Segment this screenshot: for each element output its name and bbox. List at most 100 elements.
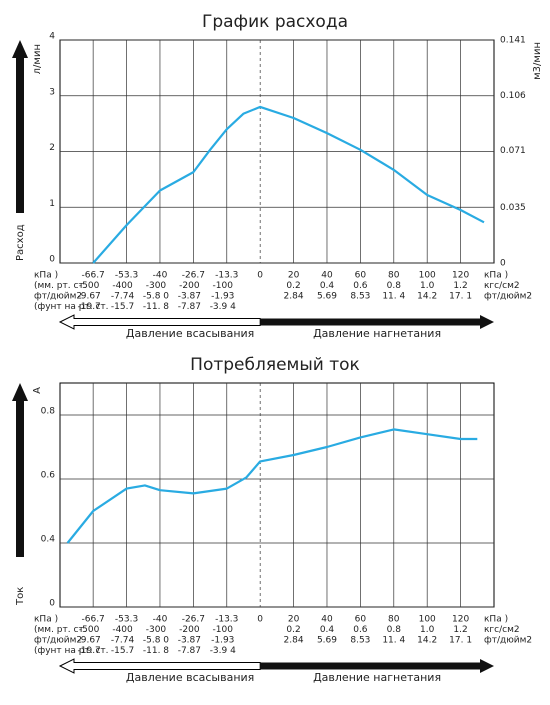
discharge-arrow <box>260 659 494 673</box>
scale-value: -9.67 <box>78 636 101 646</box>
scale-value: 5.69 <box>317 636 337 646</box>
row-label: фт/дюйм2 <box>484 292 532 302</box>
scale-value: 1.0 <box>420 281 435 291</box>
scale-value: 2.84 <box>284 292 304 302</box>
row-label: кгс/см2 <box>484 281 520 291</box>
data-line <box>66 428 478 544</box>
scale-value: 0.6 <box>353 281 368 291</box>
y-tick-label: 1 <box>49 199 55 209</box>
x-tick-label: 100 <box>419 615 436 625</box>
scale-value: 0.2 <box>286 625 300 635</box>
scale-value: -5.8 0 <box>143 636 169 646</box>
discharge-label: Давление нагнетания <box>313 671 441 684</box>
scale-value: -300 <box>146 625 167 635</box>
x-tick-label: -13.3 <box>215 615 238 625</box>
x-tick-label: -40 <box>153 615 168 625</box>
scale-value: -500 <box>79 281 100 291</box>
x-tick-label: 20 <box>288 271 300 281</box>
scale-value: -3.9 4 <box>210 646 236 656</box>
row-label: фт/дюйм2 <box>34 636 82 646</box>
chart-title: График расхода <box>202 12 348 32</box>
y2-tick-label: 0.141 <box>500 36 526 46</box>
y2-tick-label: 0.106 <box>500 91 526 101</box>
y-tick-label: 0.8 <box>41 407 56 417</box>
scale-value: -11. 8 <box>143 302 169 312</box>
scale-value: 1.2 <box>453 625 467 635</box>
scale-value: -100 <box>213 281 234 291</box>
scale-value: 14.2 <box>417 636 437 646</box>
scale-value: -11. 8 <box>143 646 169 656</box>
scale-value: -7.74 <box>111 292 135 302</box>
scale-value: 0.8 <box>387 281 402 291</box>
x-unit-label: кПа ) <box>34 615 58 625</box>
x-tick-label: 20 <box>288 615 300 625</box>
y-axis-arrow <box>12 383 28 557</box>
x-tick-label: 80 <box>388 615 400 625</box>
y2-tick-label: 0.035 <box>500 203 526 213</box>
y-tick-label: 3 <box>49 87 55 97</box>
x-tick-label: 0 <box>257 615 263 625</box>
data-line <box>92 105 485 264</box>
x-tick-label: 60 <box>355 615 367 625</box>
suction-label: Давление всасывания <box>126 671 254 684</box>
x-unit-label: кПа ) <box>34 271 58 281</box>
y-axis-arrow <box>12 40 28 213</box>
scale-value: -7.74 <box>111 636 135 646</box>
scale-value: -1.93 <box>211 292 234 302</box>
row-label: (мм. рт. ст. <box>34 281 87 291</box>
y-tick-label: 0.6 <box>41 471 56 481</box>
scale-value: -400 <box>112 281 133 291</box>
scale-value: 14.2 <box>417 292 437 302</box>
scale-value: 11. 4 <box>382 636 405 646</box>
scale-value: 2.84 <box>284 636 304 646</box>
y2-axis-label: м3/мин <box>532 42 543 80</box>
discharge-label: Давление нагнетания <box>313 327 441 340</box>
x-tick-label: 0 <box>257 271 263 281</box>
row-label: (фунт на рт. ст. <box>34 302 109 312</box>
scale-value: 0.6 <box>353 625 368 635</box>
scale-value: 0.4 <box>320 281 335 291</box>
scale-value: -1.93 <box>211 636 234 646</box>
scale-value: 0.4 <box>320 625 335 635</box>
y-axis-label: Ток <box>15 587 26 606</box>
y-tick-label: 0 <box>49 599 55 609</box>
scale-value: 8.53 <box>350 292 370 302</box>
row-label: (мм. рт. ст. <box>34 625 87 635</box>
row-label: кгс/см2 <box>484 625 520 635</box>
x-tick-label: -26.7 <box>182 271 205 281</box>
x-tick-label: -53.3 <box>115 615 138 625</box>
row-label: (фунт на рт. ст. <box>34 646 109 656</box>
y-axis-label: A <box>32 387 43 394</box>
y2-tick-label: 0.071 <box>500 146 526 156</box>
scale-value: 17. 1 <box>449 636 472 646</box>
x-tick-label: 120 <box>452 615 469 625</box>
scale-value: -15.7 <box>111 646 134 656</box>
scale-value: -300 <box>146 281 167 291</box>
x-tick-label: 80 <box>388 271 400 281</box>
suction-label: Давление всасывания <box>126 327 254 340</box>
y2-tick-label: 0 <box>500 259 506 269</box>
scale-value: -200 <box>179 281 200 291</box>
x-tick-label: -40 <box>153 271 168 281</box>
y-tick-label: 0 <box>49 255 55 265</box>
y-axis-label: л/мин <box>32 44 43 74</box>
scale-value: 0.2 <box>286 281 300 291</box>
y-tick-label: 0.4 <box>41 535 56 545</box>
scale-value: 1.0 <box>420 625 435 635</box>
plot-frame <box>59 382 495 608</box>
x-tick-label: 120 <box>452 271 469 281</box>
scale-value: -7.87 <box>178 646 201 656</box>
scale-value: 1.2 <box>453 281 467 291</box>
scale-value: 0.8 <box>387 625 402 635</box>
y-tick-label: 2 <box>49 143 55 153</box>
y-axis-label: Расход <box>15 224 26 261</box>
row-label: фт/дюйм2 <box>34 292 82 302</box>
scale-value: -7.87 <box>178 302 201 312</box>
x-tick-label: 60 <box>355 271 367 281</box>
x-tick-label: -26.7 <box>182 615 205 625</box>
x-tick-label: -53.3 <box>115 271 138 281</box>
scale-value: 17. 1 <box>449 292 472 302</box>
y-tick-label: 4 <box>49 32 55 42</box>
scale-value: -500 <box>79 625 100 635</box>
